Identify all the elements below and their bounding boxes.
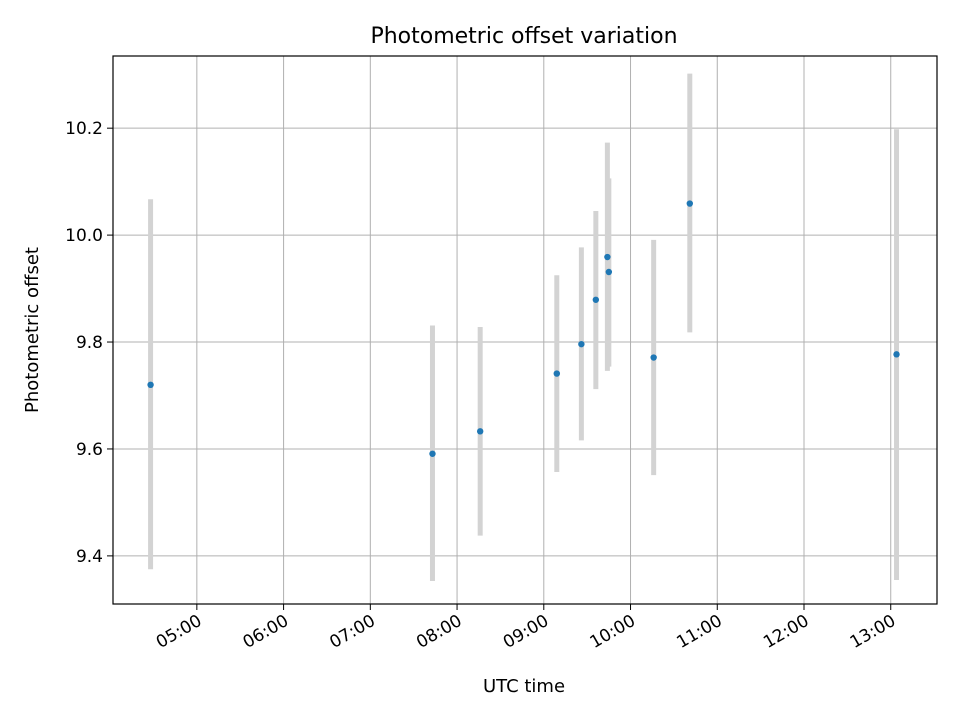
data-point: [605, 268, 613, 276]
data-point: [650, 354, 657, 361]
data-point: [553, 370, 561, 377]
data-point: [592, 296, 600, 303]
plot-frame: [112, 55, 938, 605]
data-point: [578, 340, 585, 348]
x-tick-label: 13:00: [847, 611, 899, 653]
x-tick-label: 05:00: [153, 611, 205, 653]
data-point: [893, 351, 900, 358]
x-axis-ticks: 05:00 06:00 07:00 08:00 09:00 10:00 11:00 12:00…: [153, 604, 899, 653]
y-tick-label: 9.8: [76, 333, 103, 353]
grid: [113, 56, 937, 604]
x-tick-label: 09:00: [500, 611, 552, 653]
error-bars: [148, 73, 900, 582]
y-axis-label: Photometric offset: [22, 247, 43, 413]
x-tick-label: 08:00: [413, 611, 465, 653]
x-tick-label: 06:00: [240, 611, 292, 653]
data-point: [429, 450, 436, 457]
y-tick-label: 9.6: [76, 440, 103, 460]
data-points: [147, 200, 900, 457]
x-tick-label: 12:00: [760, 611, 812, 653]
x-axis-label: UTC time: [483, 676, 565, 697]
data-point: [604, 253, 611, 261]
y-tick-label: 9.4: [76, 547, 103, 567]
y-tick-label: 10.0: [65, 226, 103, 246]
y-axis-ticks: 9.4 9.6 9.8 10.0 10.2: [65, 119, 113, 567]
chart-title: Photometric offset variation: [370, 24, 677, 49]
data-point: [476, 428, 484, 435]
data-point: [147, 381, 154, 388]
x-tick-label: 11:00: [673, 611, 725, 653]
x-tick-label: 07:00: [326, 611, 378, 653]
data-point: [686, 200, 693, 207]
x-tick-label: 10:00: [587, 611, 639, 653]
y-tick-label: 10.2: [65, 119, 103, 139]
